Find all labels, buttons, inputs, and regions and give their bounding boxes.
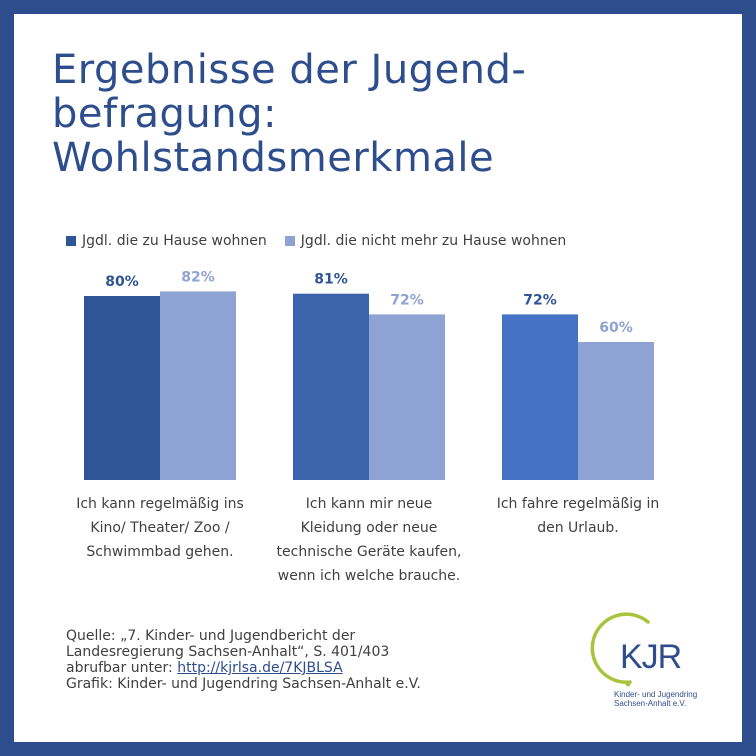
source-line-4: Grafik: Kinder- und Jugendring Sachsen-A…	[66, 676, 421, 692]
data-label-s1-c2: 60%	[599, 320, 633, 336]
bar-s0-c2	[502, 314, 578, 480]
category-label-2-line-1: den Urlaub.	[537, 520, 619, 536]
category-label-0-line-0: Ich kann regelmäßig ins	[76, 496, 244, 512]
category-label-0-line-2: Schwimmbad gehen.	[86, 544, 234, 560]
legend-item-home: Jgdl. die zu Hause wohnen	[66, 233, 267, 249]
category-label-2: Ich fahre regelmäßig in den Urlaub.	[478, 492, 678, 540]
chart-legend: Jgdl. die zu Hause wohnen Jgdl. die nich…	[66, 230, 584, 252]
category-label-0: Ich kann regelmäßig ins Kino/ Theater/ Zo…	[60, 492, 260, 564]
source-link[interactable]: http://kjrlsa.de/7KJBLSA	[177, 660, 343, 676]
category-label-2-line-0: Ich fahre regelmäßig in	[496, 496, 660, 512]
logo-text: KJR	[620, 638, 681, 676]
bar-s1-c0	[160, 291, 236, 480]
source-link-prefix: abrufbar unter:	[66, 660, 178, 676]
category-label-1-line-2: technische Geräte kaufen,	[276, 544, 462, 560]
source-line-1: Quelle: „7. Kinder- und Jugendbericht de…	[66, 628, 356, 644]
bar-s1-c1	[369, 314, 445, 480]
bar-s0-c0	[84, 296, 160, 480]
logo-tagline-1: Kinder- und Jugendring	[614, 690, 698, 699]
category-label-0-line-1: Kino/ Theater/ Zoo /	[90, 520, 230, 536]
data-label-s1-c1: 72%	[390, 292, 424, 308]
legend-label-away: Jgdl. die nicht mehr zu Hause wohnen	[300, 233, 567, 249]
bar-s0-c1	[293, 293, 369, 480]
bar-s1-c2	[578, 342, 654, 480]
data-label-s0-c1: 81%	[314, 272, 348, 288]
legend-swatch-away	[284, 236, 295, 246]
data-label-s0-c2: 72%	[523, 292, 557, 308]
legend-swatch-home	[66, 236, 76, 246]
logo-tagline-2: Sachsen-Anhalt e.V.	[614, 699, 687, 708]
legend-item-away: Jgdl. die nicht mehr zu Hause wohnen	[284, 233, 567, 249]
title-line-2: befragung:	[52, 91, 277, 137]
category-label-1-line-0: Ich kann mir neue	[305, 496, 433, 512]
category-label-1-line-3: wenn ich welche brauche.	[277, 568, 461, 584]
category-label-1-line-1: Kleidung oder neue	[300, 520, 438, 536]
title-line-1: Ergebnisse der Jugend-	[52, 47, 527, 93]
title-line-3: Wohlstandsmerkmale	[52, 135, 495, 181]
category-label-1: Ich kann mir neue Kleidung oder neue techn…	[269, 492, 469, 588]
page-title: Ergebnisse der Jugend- befragung: Wohlst…	[52, 48, 702, 180]
kjr-logo: KJR Kinder- und Jugendring Sachsen-Anhal…	[580, 612, 710, 722]
source-line-2: Landesregierung Sachsen-Anhalt“, S. 401/…	[66, 644, 390, 660]
data-label-s0-c0: 80%	[105, 274, 139, 290]
legend-label-home: Jgdl. die zu Hause wohnen	[82, 233, 267, 249]
source-note: Quelle: „7. Kinder- und Jugendbericht de…	[66, 628, 546, 692]
kjr-logo-mark: KJR	[590, 612, 682, 687]
data-label-s1-c0: 82%	[181, 269, 215, 285]
source-line-3: abrufbar unter: http://kjrlsa.de/7KJBLSA	[66, 660, 546, 676]
